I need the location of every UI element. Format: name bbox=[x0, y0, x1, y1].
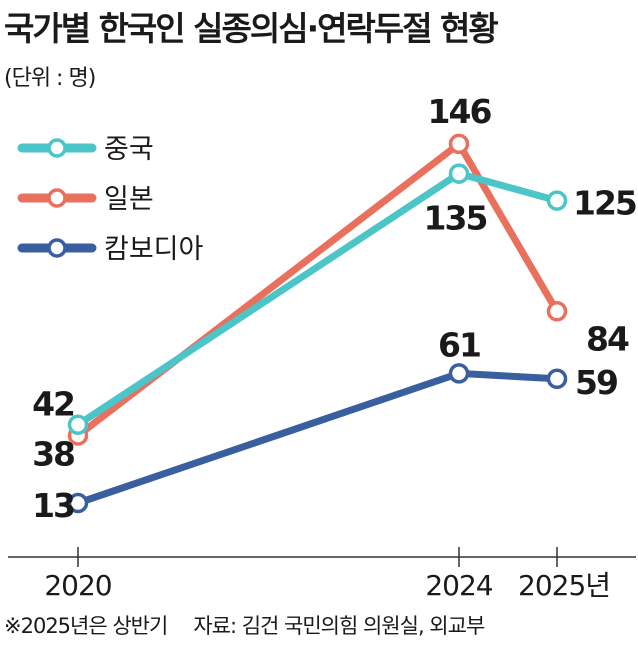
footnote: ※2025년은 상반기 bbox=[4, 614, 168, 638]
legend-label: 캄보디아 bbox=[104, 234, 204, 265]
data-point bbox=[448, 363, 470, 384]
x-tick-label: 2024 bbox=[425, 569, 492, 602]
data-point bbox=[448, 163, 470, 184]
series-line bbox=[74, 369, 561, 507]
x-tick-label: 2020 bbox=[44, 569, 111, 602]
legend-label: 일본 bbox=[104, 184, 154, 215]
legend-marker bbox=[47, 238, 67, 258]
chart-title: 국가별 한국인 실종의심·연락두절 현황 bbox=[4, 9, 499, 48]
data-label: 42 bbox=[32, 385, 74, 424]
unit-label: (단위 : 명) bbox=[4, 66, 96, 91]
footer: ※2025년은 상반기 자료: 김건 국민의힘 의원실, 외교부 bbox=[4, 610, 485, 640]
data-label: 125 bbox=[573, 184, 636, 223]
data-label: 84 bbox=[586, 319, 629, 358]
data-label: 38 bbox=[32, 435, 74, 474]
data-label: 13 bbox=[32, 486, 74, 525]
data-point bbox=[67, 492, 89, 514]
data-point bbox=[546, 368, 568, 390]
data-label: 146 bbox=[428, 92, 492, 131]
data-point bbox=[448, 133, 470, 155]
data-label: 59 bbox=[575, 363, 617, 402]
legend-marker bbox=[47, 188, 67, 208]
legend-marker bbox=[47, 138, 67, 158]
legend-label: 중국 bbox=[104, 134, 154, 165]
data-point bbox=[546, 301, 568, 322]
source-note: 자료: 김건 국민의힘 의원실, 외교부 bbox=[193, 614, 485, 638]
data-label: 135 bbox=[424, 199, 487, 238]
x-tick-label: 2025년 bbox=[518, 569, 610, 602]
data-label: 61 bbox=[438, 325, 480, 364]
data-point bbox=[67, 414, 89, 435]
data-point bbox=[546, 190, 568, 211]
